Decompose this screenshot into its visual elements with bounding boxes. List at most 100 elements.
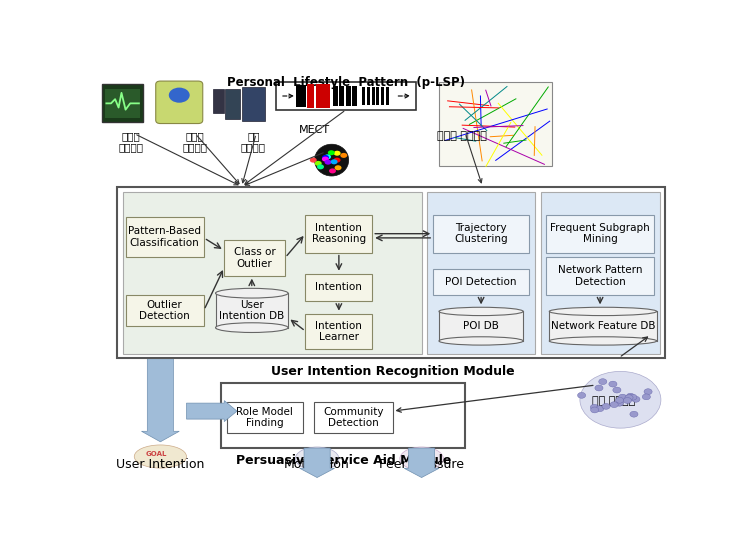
Ellipse shape bbox=[400, 447, 443, 470]
Text: MECT: MECT bbox=[299, 125, 330, 135]
FancyBboxPatch shape bbox=[225, 90, 240, 119]
FancyBboxPatch shape bbox=[105, 88, 140, 118]
Text: User Intention Recognition Module: User Intention Recognition Module bbox=[270, 365, 515, 378]
FancyBboxPatch shape bbox=[224, 240, 285, 276]
Circle shape bbox=[626, 393, 634, 399]
FancyBboxPatch shape bbox=[306, 215, 372, 253]
Ellipse shape bbox=[134, 445, 187, 468]
Ellipse shape bbox=[216, 288, 288, 298]
Circle shape bbox=[595, 385, 603, 391]
Text: User
Intention DB: User Intention DB bbox=[219, 300, 285, 321]
FancyBboxPatch shape bbox=[315, 402, 392, 434]
Circle shape bbox=[322, 157, 329, 162]
Circle shape bbox=[632, 396, 640, 402]
Circle shape bbox=[335, 165, 342, 170]
FancyBboxPatch shape bbox=[216, 293, 288, 328]
FancyBboxPatch shape bbox=[126, 217, 204, 257]
Circle shape bbox=[619, 394, 627, 400]
Text: Class or
Outlier: Class or Outlier bbox=[234, 247, 276, 269]
Circle shape bbox=[590, 404, 598, 410]
Bar bbox=[296, 85, 306, 107]
Circle shape bbox=[577, 393, 586, 398]
FancyBboxPatch shape bbox=[227, 402, 303, 434]
Ellipse shape bbox=[439, 307, 523, 316]
FancyBboxPatch shape bbox=[541, 192, 660, 353]
Text: Peer Pressure: Peer Pressure bbox=[379, 458, 464, 471]
Text: Personal  Lifestyle  Pattern  (p-LSP): Personal Lifestyle Pattern (p-LSP) bbox=[227, 76, 465, 89]
Ellipse shape bbox=[549, 337, 657, 345]
Text: Pattern-Based
Classification: Pattern-Based Classification bbox=[128, 226, 201, 248]
FancyBboxPatch shape bbox=[428, 192, 535, 353]
Ellipse shape bbox=[439, 337, 523, 345]
FancyBboxPatch shape bbox=[547, 257, 654, 295]
Text: User Intention: User Intention bbox=[116, 458, 204, 471]
Circle shape bbox=[598, 379, 607, 384]
Text: GOAL: GOAL bbox=[145, 452, 167, 458]
FancyArrow shape bbox=[187, 401, 237, 422]
Circle shape bbox=[623, 396, 631, 402]
Circle shape bbox=[602, 403, 610, 410]
Text: Frequent Subgraph
Mining: Frequent Subgraph Mining bbox=[551, 223, 650, 245]
Circle shape bbox=[330, 159, 338, 164]
Circle shape bbox=[333, 158, 341, 163]
Text: Trajectory
Clustering: Trajectory Clustering bbox=[455, 223, 508, 245]
FancyBboxPatch shape bbox=[123, 192, 422, 353]
Circle shape bbox=[616, 397, 624, 403]
FancyBboxPatch shape bbox=[433, 269, 529, 295]
Circle shape bbox=[625, 395, 633, 401]
Bar bbox=[339, 86, 345, 106]
Text: 실시간
상황정보: 실시간 상황정보 bbox=[183, 130, 207, 152]
Bar bbox=[372, 86, 374, 105]
FancyBboxPatch shape bbox=[439, 82, 552, 167]
Text: Community
Detection: Community Detection bbox=[323, 407, 383, 429]
FancyBboxPatch shape bbox=[276, 82, 416, 110]
Bar bbox=[307, 84, 315, 108]
Text: Intention
Learner: Intention Learner bbox=[315, 321, 363, 342]
Text: 사용자 이동경로: 사용자 이동경로 bbox=[437, 130, 487, 141]
Ellipse shape bbox=[216, 323, 288, 333]
Text: Intention: Intention bbox=[315, 282, 363, 292]
FancyArrow shape bbox=[300, 448, 335, 478]
Circle shape bbox=[324, 155, 331, 159]
Bar bbox=[363, 86, 366, 105]
Circle shape bbox=[333, 151, 341, 156]
Circle shape bbox=[643, 394, 650, 400]
Text: 주변
기기정보: 주변 기기정보 bbox=[240, 130, 266, 152]
FancyBboxPatch shape bbox=[242, 87, 265, 121]
Bar bbox=[323, 84, 330, 108]
Circle shape bbox=[169, 87, 189, 103]
Circle shape bbox=[310, 158, 317, 163]
Ellipse shape bbox=[295, 447, 339, 470]
Text: Role Model
Finding: Role Model Finding bbox=[237, 407, 294, 429]
Bar bbox=[316, 84, 323, 108]
Bar bbox=[345, 86, 351, 106]
FancyBboxPatch shape bbox=[126, 295, 204, 326]
Circle shape bbox=[317, 164, 324, 169]
Circle shape bbox=[623, 397, 631, 403]
Circle shape bbox=[328, 150, 335, 155]
Text: Intention
Reasoning: Intention Reasoning bbox=[312, 223, 366, 245]
Text: 소셜 네트워크: 소셜 네트워크 bbox=[592, 395, 634, 406]
Circle shape bbox=[610, 402, 618, 408]
Circle shape bbox=[591, 407, 598, 413]
FancyBboxPatch shape bbox=[433, 215, 529, 253]
Circle shape bbox=[340, 153, 348, 158]
Text: Motivation: Motivation bbox=[284, 458, 350, 471]
FancyArrow shape bbox=[404, 448, 439, 478]
Circle shape bbox=[629, 394, 637, 400]
Bar bbox=[352, 86, 357, 106]
Text: POI Detection: POI Detection bbox=[446, 277, 517, 287]
FancyBboxPatch shape bbox=[439, 311, 523, 341]
Text: Network Feature DB: Network Feature DB bbox=[551, 321, 655, 331]
Circle shape bbox=[613, 387, 621, 393]
FancyBboxPatch shape bbox=[549, 311, 657, 341]
Bar bbox=[367, 86, 370, 105]
Circle shape bbox=[616, 400, 623, 406]
Text: POI DB: POI DB bbox=[463, 321, 499, 331]
FancyArrow shape bbox=[142, 358, 179, 442]
Bar bbox=[381, 86, 383, 105]
FancyBboxPatch shape bbox=[306, 274, 372, 301]
Text: Network Pattern
Detection: Network Pattern Detection bbox=[558, 265, 643, 287]
Text: 실시간
생리정보: 실시간 생리정보 bbox=[119, 130, 144, 152]
Ellipse shape bbox=[315, 144, 349, 176]
